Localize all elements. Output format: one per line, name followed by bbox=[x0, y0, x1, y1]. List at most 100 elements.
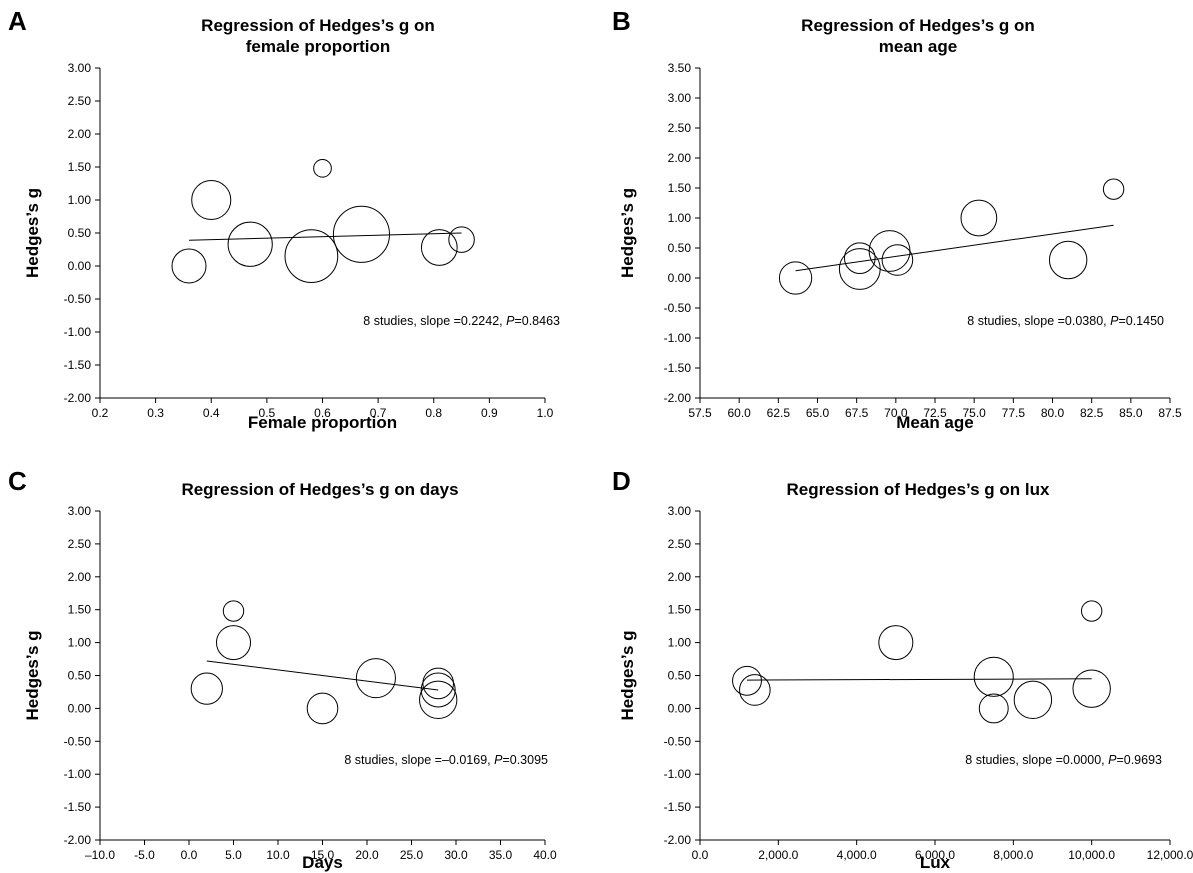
x-tick-label: 60.0 bbox=[727, 406, 751, 420]
panel-b: B Regression of Hedges’s g on mean age 3.50… bbox=[612, 6, 1182, 432]
y-tick-label: 0.50 bbox=[668, 241, 692, 255]
x-tick-label: 6,000.0 bbox=[915, 848, 955, 862]
panel-letter: C bbox=[8, 466, 27, 496]
y-tick-label: 3.00 bbox=[68, 61, 92, 75]
y-tick-label: 0.50 bbox=[668, 669, 692, 683]
y-tick-label: 1.50 bbox=[668, 181, 692, 195]
x-tick-label: 0.0 bbox=[181, 848, 198, 862]
y-tick-label: -1.50 bbox=[664, 361, 692, 375]
y-tick-label: 1.50 bbox=[68, 603, 92, 617]
study-bubble bbox=[420, 229, 458, 266]
y-tick-label: 0.00 bbox=[668, 271, 692, 285]
p-value: =0.3095 bbox=[502, 753, 548, 767]
stats-annotation: 8 studies, slope =0.0000, P=0.9693 bbox=[965, 753, 1162, 767]
stats-annotation: 8 studies, slope =0.2242, P=0.8463 bbox=[363, 314, 560, 328]
y-tick-label: -0.50 bbox=[664, 301, 692, 315]
y-tick-label: 3.00 bbox=[668, 504, 692, 518]
study-bubble bbox=[973, 656, 1014, 697]
x-tick-label: 0.4 bbox=[203, 406, 220, 420]
x-tick-label: 12,000.0 bbox=[1147, 848, 1193, 862]
y-tick-label: 1.50 bbox=[68, 160, 92, 174]
y-tick-label: 0.00 bbox=[68, 701, 92, 715]
x-tick-label: 2,000.0 bbox=[758, 848, 798, 862]
y-tick-label: -0.50 bbox=[64, 292, 92, 306]
study-bubble bbox=[960, 199, 998, 237]
study-bubble bbox=[332, 205, 390, 263]
x-tick-label: 1.0 bbox=[537, 406, 554, 420]
study-bubble bbox=[448, 226, 475, 253]
x-tick-label: 80.0 bbox=[1041, 406, 1065, 420]
study-bubble bbox=[778, 261, 813, 295]
x-tick-label: 70.0 bbox=[884, 406, 908, 420]
chart-title: Regression of Hedges’s g on days bbox=[181, 480, 458, 499]
y-tick-label: -1.50 bbox=[64, 358, 92, 372]
study-bubble bbox=[868, 230, 911, 272]
y-axis-label: Hedges’s g bbox=[618, 630, 637, 720]
x-tick-label: 10.0 bbox=[266, 848, 290, 862]
study-bubble bbox=[313, 158, 332, 178]
p-value: =0.9693 bbox=[1116, 753, 1162, 767]
study-bubble bbox=[1072, 669, 1111, 708]
x-tick-label: 40.0 bbox=[533, 848, 557, 862]
y-tick-label: 0.00 bbox=[68, 259, 92, 273]
study-bubble bbox=[739, 674, 771, 706]
y-tick-label: 0.50 bbox=[68, 226, 92, 240]
x-axis-label: Lux bbox=[920, 853, 951, 872]
y-tick-label: -0.50 bbox=[664, 734, 692, 748]
y-tick-label: -2.00 bbox=[64, 833, 92, 847]
x-tick-label: 0.3 bbox=[147, 406, 164, 420]
y-tick-label: 2.00 bbox=[68, 570, 92, 584]
x-axis-label: Days bbox=[302, 853, 343, 872]
y-tick-label: -1.00 bbox=[64, 325, 92, 339]
y-tick-label: 2.50 bbox=[668, 121, 692, 135]
study-bubble bbox=[1013, 680, 1053, 720]
y-tick-label: 3.00 bbox=[668, 91, 692, 105]
x-tick-label: 67.5 bbox=[845, 406, 869, 420]
regression-line bbox=[746, 678, 1092, 681]
y-tick-label: -1.00 bbox=[664, 767, 692, 781]
study-bubble bbox=[844, 242, 876, 275]
x-tick-label: 0.9 bbox=[481, 406, 498, 420]
stats-prefix: 8 studies, slope =0.0000, bbox=[965, 753, 1108, 767]
panel-letter: B bbox=[612, 6, 631, 36]
x-tick-label: 75.0 bbox=[962, 406, 986, 420]
chart-title: female proportion bbox=[246, 37, 391, 56]
x-tick-label: 30.0 bbox=[444, 848, 468, 862]
y-tick-label: 2.50 bbox=[68, 537, 92, 551]
study-bubble bbox=[1048, 240, 1088, 280]
p-label: P bbox=[494, 753, 503, 767]
y-tick-label: 3.00 bbox=[68, 504, 92, 518]
study-bubble bbox=[420, 672, 456, 708]
study-bubble bbox=[1102, 178, 1125, 200]
panel-c: C Regression of Hedges’s g on days 3.00 2.5… bbox=[8, 466, 557, 872]
x-tick-label: 77.5 bbox=[1002, 406, 1026, 420]
x-tick-label: 4,000.0 bbox=[837, 848, 877, 862]
y-tick-label: 2.00 bbox=[68, 127, 92, 141]
p-label: P bbox=[506, 314, 515, 328]
y-tick-label: -0.50 bbox=[64, 734, 92, 748]
panel-a: A Regression of Hedges’s g on female propo… bbox=[8, 6, 560, 432]
study-bubble bbox=[171, 248, 207, 284]
study-bubble bbox=[1080, 600, 1103, 622]
stats-annotation: 8 studies, slope =0.0380, P=0.1450 bbox=[967, 314, 1164, 328]
y-tick-label: -1.00 bbox=[664, 331, 692, 345]
study-bubble bbox=[191, 179, 232, 221]
y-tick-label: 1.50 bbox=[668, 603, 692, 617]
x-tick-label: 0.8 bbox=[425, 406, 442, 420]
study-bubble bbox=[216, 625, 251, 661]
y-tick-label: -1.50 bbox=[664, 800, 692, 814]
chart-title: Regression of Hedges’s g on bbox=[801, 16, 1035, 35]
x-tick-label: 8,000.0 bbox=[993, 848, 1033, 862]
p-label: P bbox=[1108, 753, 1117, 767]
y-tick-label: 1.00 bbox=[668, 211, 692, 225]
x-tick-label: 10,000.0 bbox=[1068, 848, 1115, 862]
x-tick-label: 15.0 bbox=[311, 848, 335, 862]
x-tick-label: -5.0 bbox=[134, 848, 155, 862]
study-bubble bbox=[190, 672, 223, 705]
panel-letter: A bbox=[8, 6, 27, 36]
p-value: =0.1450 bbox=[1118, 314, 1164, 328]
study-bubble bbox=[838, 248, 881, 290]
study-bubble bbox=[306, 692, 339, 725]
chart-title: Regression of Hedges’s g on bbox=[201, 16, 435, 35]
